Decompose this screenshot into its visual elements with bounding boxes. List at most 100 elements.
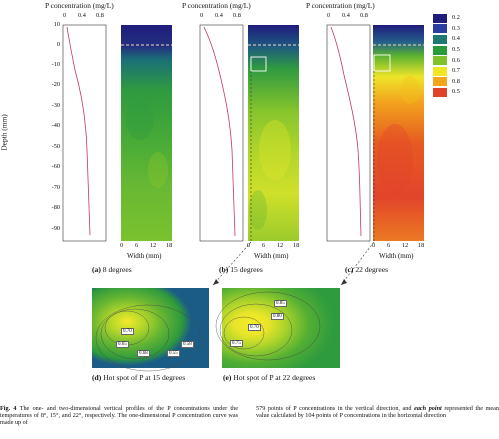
contour-label-d-1: 0.65 <box>116 341 129 348</box>
heatmap-b <box>248 25 299 241</box>
legend-item-6: 0.8 <box>433 77 477 88</box>
caption-left-text: The one- and two-dimensional vertical pr… <box>0 405 238 427</box>
legend-label-2: 0.4 <box>452 35 460 43</box>
legend-label-6: 0.8 <box>452 77 460 85</box>
contour-label-e-0: 0.75 <box>230 340 243 347</box>
contour-label-d-0: 0.70 <box>121 328 134 335</box>
heatmap-a <box>121 25 172 241</box>
legend-label-4: 0.6 <box>452 56 460 64</box>
contour-label-d-2: 0.68 <box>137 350 150 357</box>
profile-b-frame <box>199 24 244 242</box>
width-tick-1-a: 6 <box>135 242 139 249</box>
profile-curve-c <box>330 26 362 237</box>
legend-swatch-6 <box>433 77 447 87</box>
depth-tick-9: -80 <box>51 204 60 211</box>
caption-right-emph: each point <box>414 405 442 412</box>
panel-label-c: (c) 22 degrees <box>345 265 389 274</box>
legend-swatch-4 <box>433 56 447 66</box>
legend-swatch-0 <box>433 13 447 23</box>
width-tick-0-b: 0 <box>247 242 251 249</box>
width-tick-0-a: 0 <box>120 242 124 249</box>
profile-a-frame <box>62 24 107 242</box>
width-tick-1-c: 6 <box>387 242 391 249</box>
width-tick-2-c: 12 <box>402 242 409 249</box>
depth-axis-label: Depth (mm) <box>0 114 9 151</box>
depth-tick-2: -10 <box>51 61 60 68</box>
depth-tick-0: 10 <box>53 21 60 28</box>
contour-label-d-4: 0.58 <box>181 341 194 348</box>
width-tick-3-c: 18 <box>418 242 425 249</box>
width-label-b: Width (mm) <box>254 252 289 260</box>
legend-swatch-1 <box>433 24 447 34</box>
width-tick-2-a: 12 <box>150 242 157 249</box>
profile-curve-b <box>203 26 236 237</box>
contour-label-e-3: 0.85 <box>274 300 287 307</box>
legend-item-3: 0.5 <box>433 45 477 56</box>
depth-tick-1: 0 <box>56 41 60 48</box>
top-tick-1-a: 0.4 <box>78 12 86 19</box>
top-tick-2-c: 0.8 <box>360 12 368 19</box>
width-tick-1-b: 6 <box>262 242 266 249</box>
width-label-c: Width (mm) <box>379 252 414 260</box>
width-tick-0-c: 0 <box>372 242 376 249</box>
legend-label-5: 0.7 <box>452 67 460 75</box>
top-tick-0-a: 0 <box>63 12 67 19</box>
depth-tick-8: -70 <box>51 184 60 191</box>
figure-caption-left: Fig. 4 The one- and two-dimensional vert… <box>0 405 238 427</box>
legend-item-0: 0.2 <box>433 13 477 24</box>
legend-swatch-2 <box>433 34 447 44</box>
figure-caption-right: 579 points of P concentrations in the ve… <box>256 405 499 419</box>
width-label-a: Width (mm) <box>127 252 162 260</box>
depth-tick-4: -30 <box>51 102 60 109</box>
profile-c-frame <box>326 24 371 242</box>
top-tick-2-a: 0.8 <box>96 12 104 19</box>
profile-curve-a <box>66 26 91 236</box>
legend-label-1: 0.3 <box>452 24 460 32</box>
width-tick-2-b: 12 <box>277 242 284 249</box>
caption-fig-number: Fig. 4 <box>0 405 17 412</box>
contour-label-e-2: 0.80 <box>271 313 284 320</box>
panel-label-d: (d) Hot spot of P at 15 degrees <box>92 373 186 382</box>
panel-label-b: (b) 15 degrees <box>219 265 263 274</box>
contour-label-e-1: 0.70 <box>248 324 261 331</box>
top-tick-0-b: 0 <box>200 12 204 19</box>
heatmap-c <box>373 25 424 241</box>
top-axis-title-c: P concentration (mg/L) <box>306 1 375 10</box>
top-tick-2-b: 0.8 <box>233 12 241 19</box>
legend-item-2: 0.4 <box>433 34 477 45</box>
legend-item-7: 0.5 <box>433 87 477 98</box>
panel-label-a: (a) 8 degrees <box>92 265 132 274</box>
legend-label-0: 0.2 <box>452 14 460 22</box>
legend-swatch-3 <box>433 45 447 55</box>
hotspot-box-c <box>373 54 391 72</box>
top-tick-0-c: 0 <box>327 12 331 19</box>
legend-swatch-5 <box>433 66 447 76</box>
top-tick-1-c: 0.4 <box>342 12 350 19</box>
legend-item-5: 0.7 <box>433 66 477 77</box>
legend-label-3: 0.5 <box>452 45 460 53</box>
depth-tick-7: -60 <box>51 163 60 170</box>
color-legend: 0.2 0.3 0.4 0.5 0.6 0.7 0.8 0.5 <box>433 13 477 98</box>
connector-e <box>340 241 375 286</box>
hotspot-d-map <box>92 288 209 368</box>
panel-label-e: (e) Hot spot of P at 22 degrees <box>223 373 316 382</box>
width-tick-3-b: 18 <box>293 242 300 249</box>
depth-tick-5: -40 <box>51 122 60 129</box>
contour-label-d-3: 0.55 <box>167 350 180 357</box>
depth-tick-3: -20 <box>51 81 60 88</box>
legend-label-7: 0.5 <box>452 88 460 96</box>
top-tick-1-b: 0.4 <box>215 12 223 19</box>
depth-tick-10: -90 <box>51 225 60 232</box>
legend-item-4: 0.6 <box>433 55 477 66</box>
caption-right-text-a: 579 points of P concentrations in the ve… <box>256 405 412 412</box>
hotspot-box-b <box>250 56 267 72</box>
width-tick-3-a: 18 <box>166 242 173 249</box>
legend-item-1: 0.3 <box>433 24 477 35</box>
connector-d <box>212 241 252 286</box>
caption-right-text-b: represented the mean value calculated by… <box>256 405 499 420</box>
depth-tick-6: -50 <box>51 143 60 150</box>
top-axis-title-b: P concentration (mg/L) <box>182 1 251 10</box>
top-axis-title-a: P concentration (mg/L) <box>45 1 114 10</box>
legend-swatch-7 <box>433 87 447 97</box>
